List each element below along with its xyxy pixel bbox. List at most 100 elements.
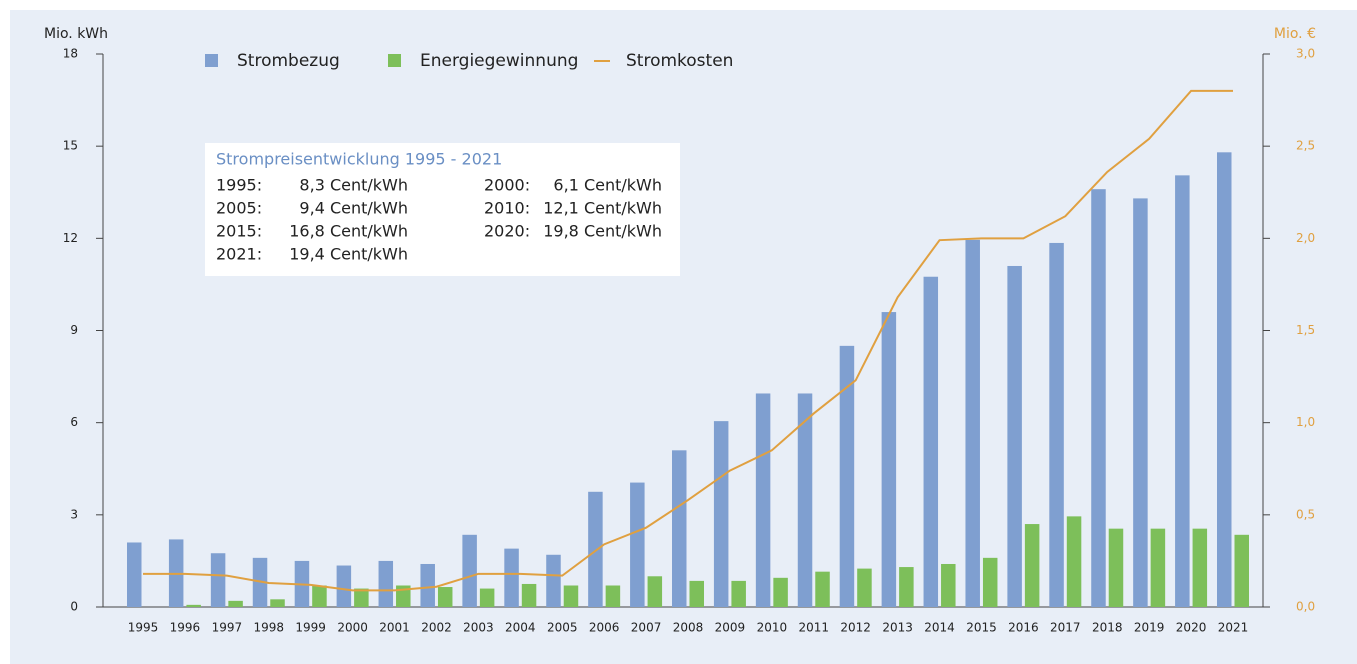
bar [899,567,914,607]
bar [1108,528,1124,607]
bar [731,580,746,607]
bar [941,563,956,607]
legend-swatch [388,54,401,67]
y2-tick-label: 3,0 [1296,47,1315,61]
x-tick-label: 1995 [128,621,159,635]
x-tick-label: 2019 [1134,621,1165,635]
y2-tick-label: 0,0 [1296,600,1315,614]
x-tick-label: 2015 [966,621,997,635]
y-axis-label: Mio. kWh [44,26,108,42]
bar [462,534,477,607]
y2-axis-label: Mio. € [1274,26,1316,42]
x-tick-label: 1999 [295,621,326,635]
annotation-year: 2015: [216,222,262,241]
bar [1007,265,1022,607]
bar [588,491,603,607]
annotation-year: 2005: [216,199,262,218]
x-tick-label: 2012 [840,621,871,635]
y-tick-label: 12 [63,231,78,245]
bar [270,599,285,607]
x-tick-label: 1998 [253,621,284,635]
annotation-price: 12,1 Cent/kWh [543,199,662,218]
x-tick-label: 1997 [212,621,243,635]
bar [504,548,519,607]
bar [546,554,561,607]
bar [378,560,394,607]
bar [965,239,980,607]
x-tick-label: 2003 [463,621,494,635]
bar [797,393,813,607]
annotation-price: 6,1 Cent/kWh [553,176,662,195]
x-tick-label: 2008 [673,621,704,635]
bar [354,588,369,607]
y2-tick-label: 0,5 [1296,507,1315,521]
bar [186,604,201,607]
bar [479,588,495,607]
annotation-price: 16,8 Cent/kWh [289,222,408,241]
bar [839,345,855,607]
annotation-year: 2020: [484,222,530,241]
bar [1150,528,1166,607]
x-tick-label: 2004 [505,621,536,635]
bar [982,557,998,607]
bar [228,600,243,607]
x-tick-label: 2017 [1050,621,1081,635]
x-tick-label: 2002 [421,621,452,635]
x-tick-label: 2010 [757,621,788,635]
annotation-box [205,143,680,276]
x-tick-label: 2006 [589,621,620,635]
y-tick-label: 6 [70,415,78,429]
x-tick-label: 2001 [379,621,410,635]
y-tick-label: 3 [70,507,78,521]
y2-tick-label: 1,5 [1296,323,1315,337]
bar [312,585,327,607]
bar [127,542,142,607]
x-tick-label: 2011 [798,621,829,635]
bar [672,450,687,607]
annotation-price: 9,4 Cent/kWh [299,199,408,218]
bar [1091,189,1106,607]
x-tick-label: 2014 [924,621,955,635]
legend-label: Strombezug [237,51,340,71]
bar [1192,528,1208,607]
x-tick-label: 2007 [631,621,662,635]
annotation-title: Strompreisentwicklung 1995 - 2021 [216,150,502,169]
bar [521,583,537,607]
bar [1234,534,1249,607]
bar [437,587,453,607]
annotation-price: 8,3 Cent/kWh [299,176,408,195]
annotation-year: 1995: [216,176,262,195]
x-tick-label: 2005 [547,621,578,635]
legend-label: Stromkosten [626,51,733,71]
bar [336,565,352,607]
bar [563,585,579,607]
y-tick-label: 15 [63,139,78,153]
x-tick-label: 1996 [170,621,201,635]
annotation-price: 19,8 Cent/kWh [543,222,662,241]
bar [689,580,704,607]
annotation-year: 2010: [484,199,530,218]
bar [210,553,226,607]
x-tick-label: 2016 [1008,621,1039,635]
bar [1024,524,1040,607]
bar [1217,152,1232,608]
bar [713,421,729,607]
x-tick-label: 2013 [882,621,913,635]
bar [605,585,621,607]
bar [1133,198,1148,607]
bar [815,571,830,607]
x-tick-label: 2009 [715,621,746,635]
y-tick-label: 0 [70,600,78,614]
y-tick-label: 9 [70,323,78,337]
x-tick-label: 2020 [1176,621,1207,635]
y2-tick-label: 1,0 [1296,415,1315,429]
bar [420,563,435,607]
bar [881,312,897,607]
annotation-year: 2000: [484,176,530,195]
bar [857,568,872,607]
x-tick-label: 2000 [337,621,368,635]
bar [1066,516,1082,607]
legend-label: Energiegewinnung [420,51,578,71]
bar [755,393,771,607]
